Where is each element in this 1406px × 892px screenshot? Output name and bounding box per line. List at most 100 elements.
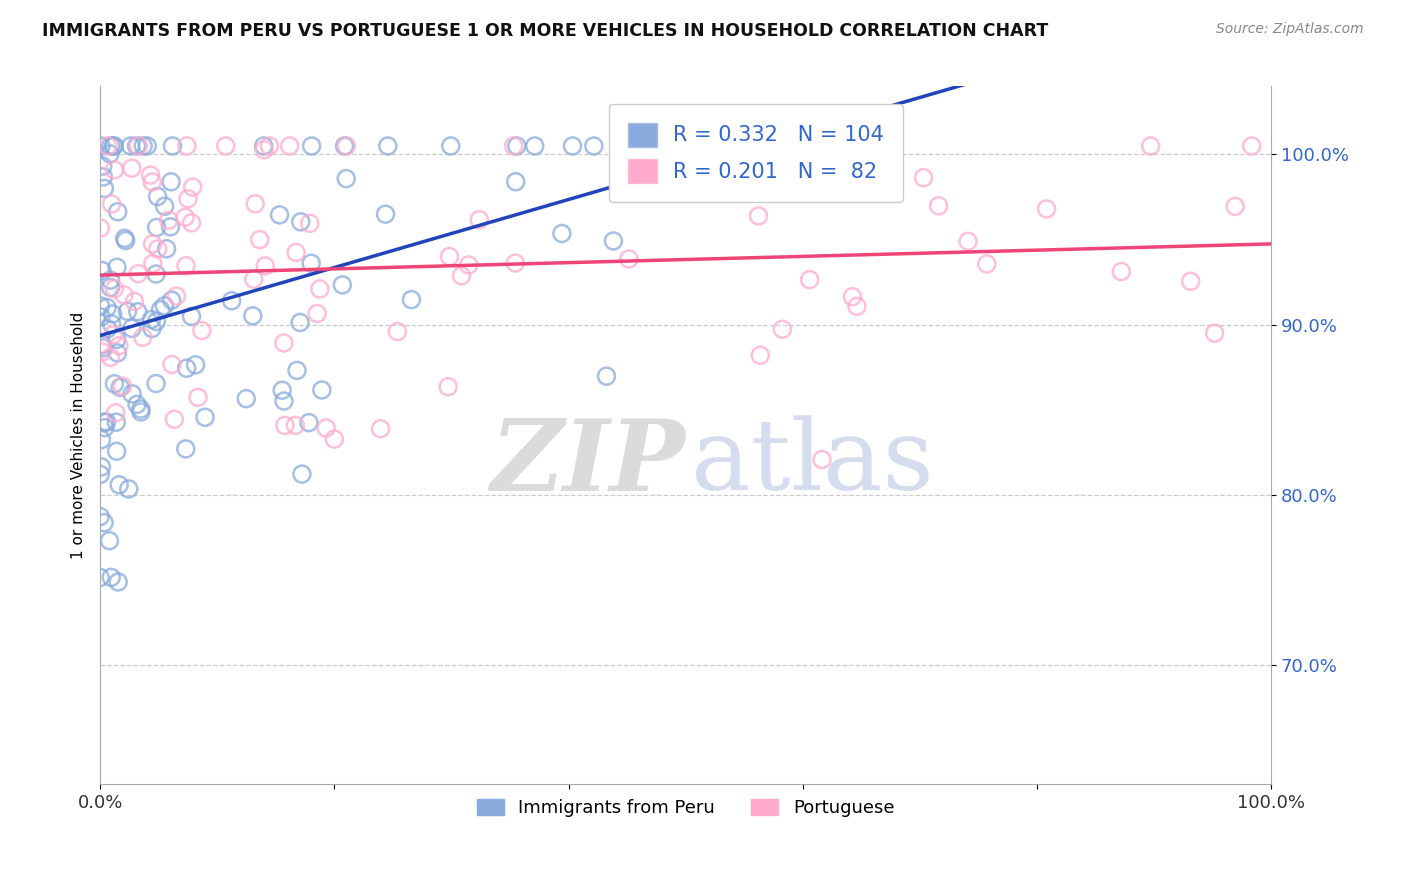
Point bbox=[174, 259, 197, 273]
Text: Source: ZipAtlas.com: Source: ZipAtlas.com bbox=[1216, 22, 1364, 37]
Point bbox=[323, 432, 346, 446]
Point bbox=[149, 302, 172, 317]
Point bbox=[309, 282, 332, 296]
Point bbox=[278, 139, 301, 153]
Point bbox=[311, 383, 333, 397]
Point bbox=[551, 227, 574, 241]
Point bbox=[107, 346, 129, 360]
Point bbox=[253, 139, 276, 153]
Point bbox=[271, 383, 294, 397]
Point bbox=[299, 256, 322, 270]
Point bbox=[273, 394, 295, 409]
Point bbox=[96, 322, 118, 336]
Point bbox=[91, 338, 114, 352]
Point bbox=[129, 402, 152, 417]
Point bbox=[1180, 274, 1202, 288]
Point bbox=[118, 482, 141, 496]
Point bbox=[957, 235, 980, 249]
Point bbox=[103, 327, 125, 342]
Point bbox=[561, 139, 583, 153]
Point bbox=[96, 415, 118, 429]
Point bbox=[100, 351, 122, 365]
Point bbox=[121, 321, 143, 335]
Point bbox=[91, 159, 114, 173]
Point bbox=[141, 321, 163, 335]
Point bbox=[124, 294, 146, 309]
Point bbox=[91, 263, 114, 277]
Point bbox=[176, 139, 198, 153]
Point bbox=[1111, 264, 1133, 278]
Point bbox=[242, 309, 264, 323]
Point bbox=[747, 209, 769, 223]
Point bbox=[457, 258, 479, 272]
Point bbox=[125, 139, 148, 153]
Point bbox=[163, 412, 186, 426]
Point bbox=[249, 233, 271, 247]
Point bbox=[90, 433, 112, 447]
Point bbox=[107, 204, 129, 219]
Point bbox=[114, 231, 136, 245]
Point bbox=[160, 175, 183, 189]
Point bbox=[176, 361, 198, 376]
Point bbox=[120, 139, 142, 153]
Point bbox=[301, 139, 323, 153]
Point bbox=[502, 139, 524, 153]
Point bbox=[333, 139, 356, 153]
Point bbox=[437, 380, 460, 394]
Point bbox=[387, 325, 409, 339]
Point bbox=[90, 310, 112, 324]
Point bbox=[159, 219, 181, 234]
Point bbox=[1223, 199, 1246, 213]
Point bbox=[132, 139, 155, 153]
Point bbox=[139, 168, 162, 182]
Point bbox=[194, 410, 217, 425]
Point bbox=[136, 139, 159, 153]
Point bbox=[335, 139, 357, 153]
Point bbox=[142, 237, 165, 252]
Point bbox=[401, 293, 423, 307]
Point bbox=[121, 387, 143, 401]
Point bbox=[100, 273, 122, 287]
Point bbox=[153, 199, 176, 213]
Point bbox=[215, 139, 238, 153]
Point bbox=[125, 397, 148, 411]
Point bbox=[187, 390, 209, 404]
Point bbox=[440, 139, 463, 153]
Point bbox=[912, 170, 935, 185]
Point bbox=[1240, 139, 1263, 153]
Point bbox=[90, 299, 112, 313]
Point bbox=[155, 242, 177, 256]
Point bbox=[928, 199, 950, 213]
Point bbox=[370, 422, 392, 436]
Point bbox=[141, 312, 163, 326]
Point bbox=[127, 139, 149, 153]
Point bbox=[307, 306, 329, 320]
Point bbox=[98, 533, 121, 548]
Point bbox=[145, 376, 167, 391]
Point bbox=[101, 307, 124, 321]
Point bbox=[1139, 139, 1161, 153]
Point bbox=[181, 180, 204, 194]
Point bbox=[274, 418, 297, 433]
Point bbox=[1204, 326, 1226, 341]
Point bbox=[105, 415, 128, 429]
Point bbox=[162, 139, 184, 153]
Point bbox=[290, 215, 312, 229]
Point bbox=[846, 299, 869, 313]
Point bbox=[770, 322, 793, 336]
Point bbox=[841, 290, 863, 304]
Point bbox=[450, 268, 472, 283]
Point bbox=[177, 192, 200, 206]
Point bbox=[377, 139, 399, 153]
Point bbox=[121, 161, 143, 175]
Point bbox=[259, 139, 281, 153]
Point bbox=[184, 358, 207, 372]
Point bbox=[103, 163, 125, 178]
Point bbox=[103, 376, 125, 391]
Point bbox=[242, 272, 264, 286]
Point bbox=[103, 282, 125, 296]
Point bbox=[157, 213, 180, 227]
Point bbox=[298, 416, 321, 430]
Point bbox=[145, 220, 167, 235]
Point bbox=[91, 345, 114, 359]
